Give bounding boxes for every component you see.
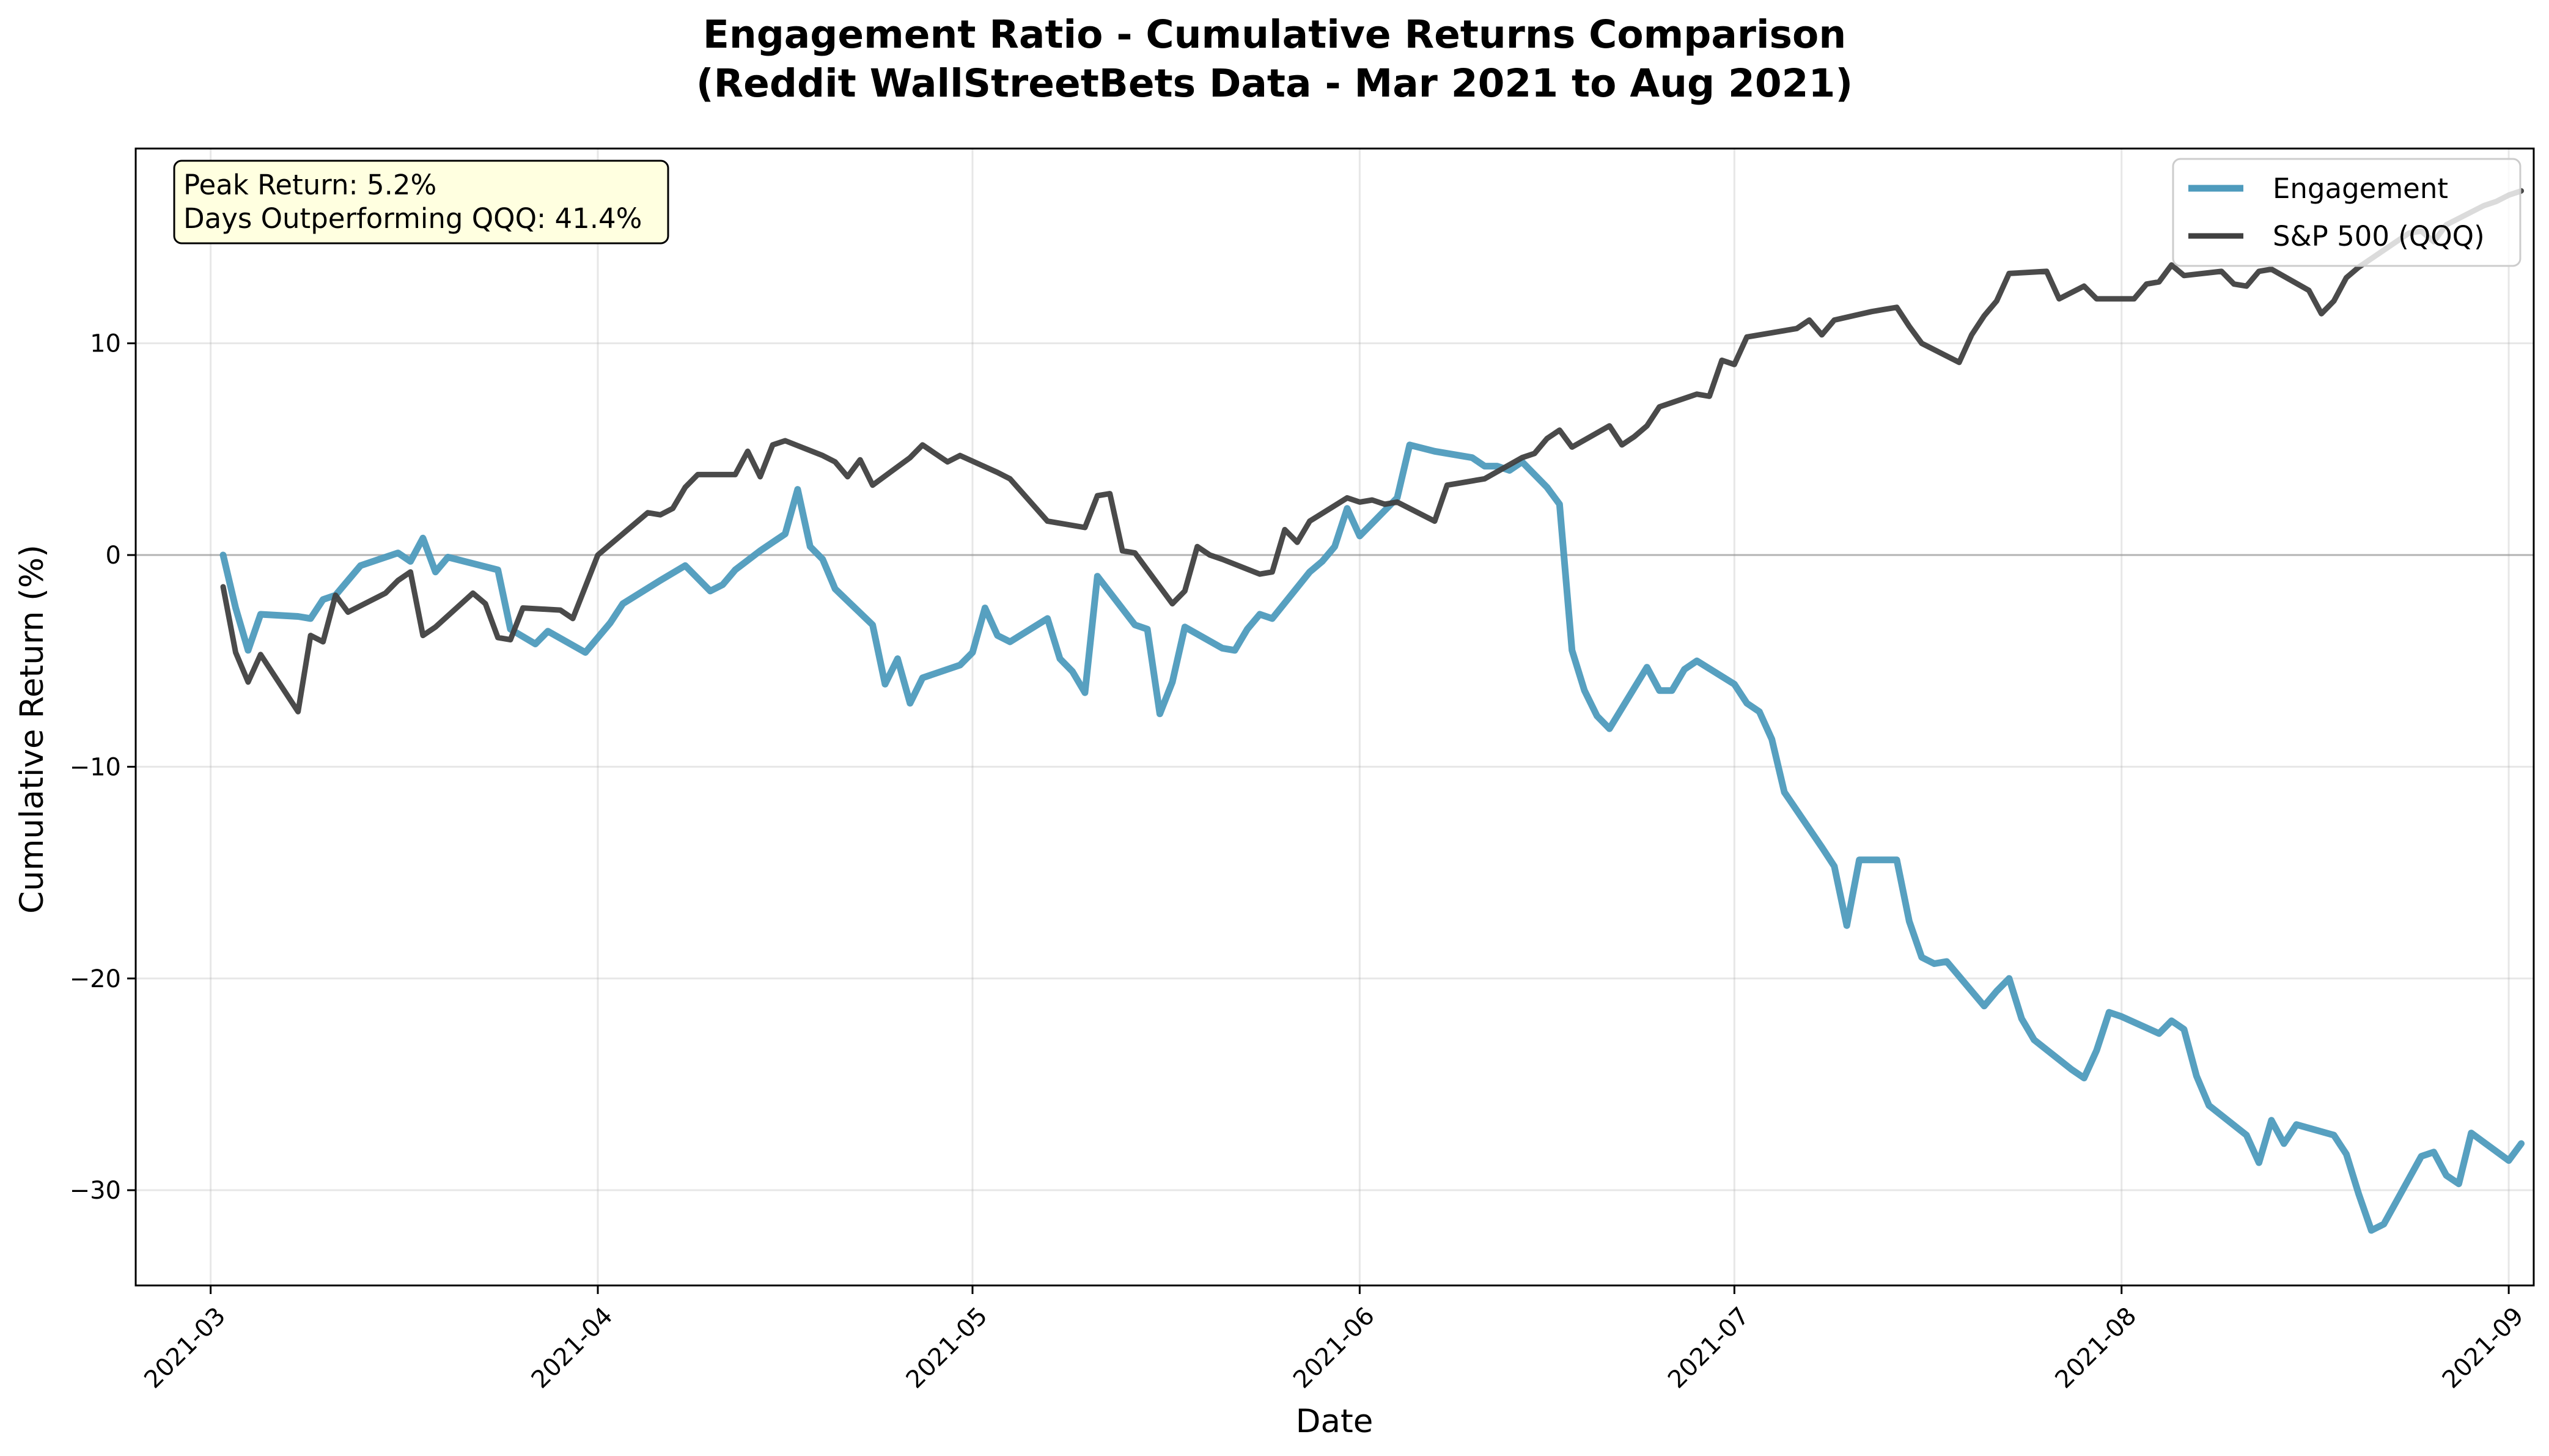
y-tick-label: −10 [70, 753, 121, 781]
legend-background [2172, 158, 2521, 267]
series-line-engagement [219, 441, 2525, 1234]
plot-area-frame [134, 147, 2535, 1287]
chart-title-line1: Engagement Ratio - Cumulative Returns Co… [703, 12, 1846, 57]
y-tick-label: 0 [106, 542, 121, 570]
y-tick-label: −20 [70, 965, 121, 993]
series-lines [219, 188, 2525, 1234]
legend-label-qqq: S&P 500 (QQQ) [2273, 220, 2485, 252]
annotation-peak-return: Peak Return: 5.2% [183, 169, 436, 201]
y-axis-ticks: 10 0 −10 −20 −30 [70, 330, 136, 1205]
series-line-qqq [220, 188, 2525, 715]
chart-title-line2: (Reddit WallStreetBets Data - Mar 2021 t… [696, 61, 1853, 106]
legend-label-engagement: Engagement [2273, 172, 2448, 205]
annotation-background [173, 160, 669, 245]
y-axis-label: Cumulative Return (%) [13, 545, 51, 914]
x-axis-label: Date [1296, 1403, 1374, 1440]
annotation-days-outperforming: Days Outperforming QQQ: 41.4% [183, 202, 642, 235]
y-tick-label: −30 [70, 1177, 121, 1205]
y-tick-label: 10 [90, 330, 121, 358]
legend: Engagement S&P 500 (QQQ) [2172, 158, 2521, 267]
annotation-box: Peak Return: 5.2% Days Outperforming QQQ… [173, 160, 669, 245]
